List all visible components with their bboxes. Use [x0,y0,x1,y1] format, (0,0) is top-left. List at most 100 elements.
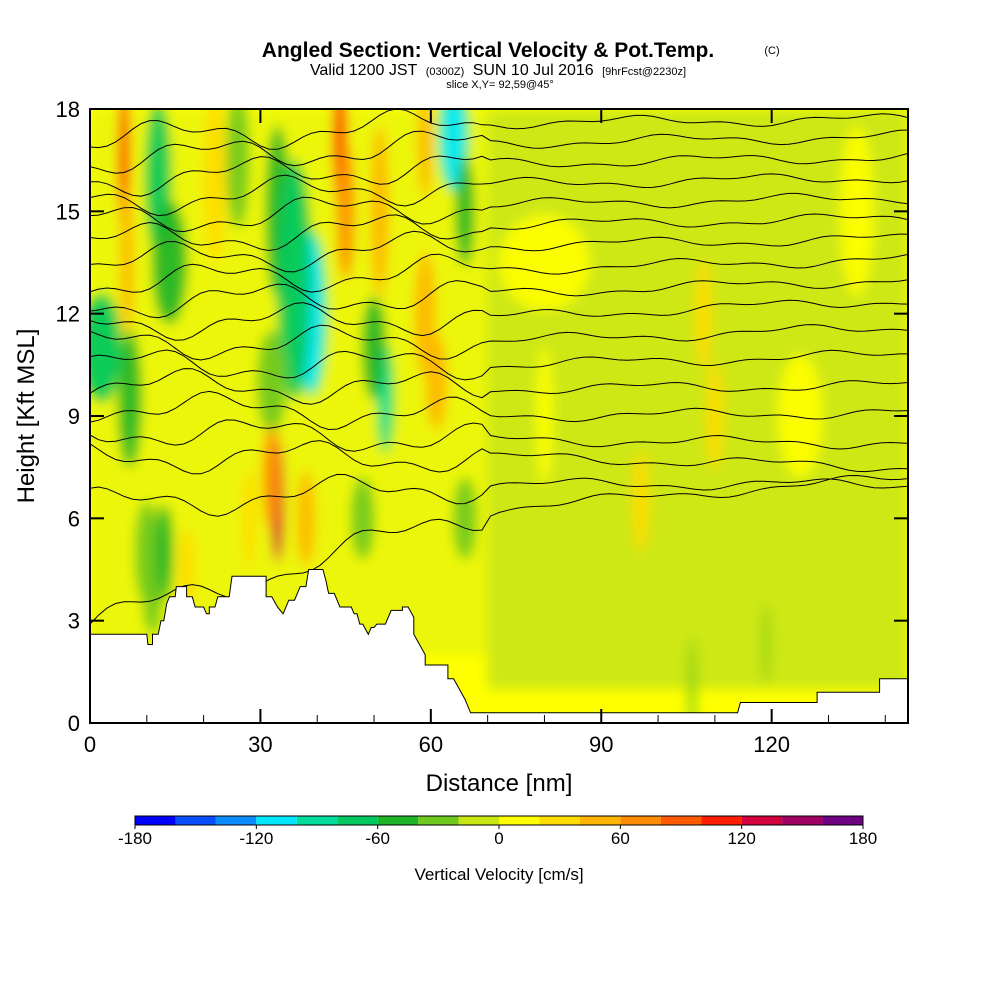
chart-title: Angled Section: Vertical Velocity & Pot.… [262,39,714,62]
velocity-cell [152,201,187,324]
theta-contour [90,299,908,341]
colorbar-tick-label: -180 [118,829,152,848]
velocity-cell [351,477,375,560]
theta-contour [90,419,908,452]
velocity-cell [453,477,477,560]
colorbar-swatch [337,816,378,825]
x-axis-label: Distance [nm] [426,770,573,797]
velocity-cell [242,467,256,570]
theta-contour [90,253,908,293]
plot-area [90,109,908,723]
y-axis: 0 3 6 9 12 15 18 [56,97,908,736]
theta-contour [90,152,908,197]
velocity-cell [371,126,389,297]
theta-contour [90,192,908,233]
velocity-cell [226,109,250,229]
colorbar-swatch [499,816,540,825]
chart-title-suffix: (C) [764,45,779,57]
theta-contour [90,324,908,361]
colorbar-tick-label: 120 [727,829,755,848]
theta-contour [90,129,908,174]
y-tick-label: 0 [68,711,80,736]
x-tick-label: 30 [248,732,272,757]
colorbar-swatch [256,816,297,825]
y-tick-label: 6 [68,506,80,531]
chart-subtitle: Valid 1200 JST (0300Z) SUN 10 Jul 2016 [… [310,62,686,79]
y-tick-label: 9 [68,404,80,429]
colorbar-swatch [215,816,257,825]
y-axis-label: Height [Kft MSL] [13,329,40,504]
colorbar-tick-label: -120 [239,829,273,848]
velocity-cell [120,187,134,338]
velocity-cell [154,504,173,601]
colorbar-swatch [822,816,863,825]
x-tick-label: 90 [589,732,613,757]
theta-contour [90,230,908,273]
colorbar-swatch [579,816,621,825]
velocity-base-region [487,109,908,689]
y-tick-label: 15 [56,199,80,224]
colorbar-swatch [175,816,216,825]
colorbar-swatch [135,816,176,825]
velocity-cell [535,347,553,485]
velocity-cell [263,426,281,529]
velocity-cell [499,214,590,311]
theta-contour [90,213,908,252]
velocity-cell [297,470,315,567]
velocity-cell [777,354,823,478]
velocity-cell [118,330,142,468]
velocity-cell [143,572,162,635]
velocity-cell [632,450,650,553]
colorbar-swatch [458,816,499,825]
colorbar-swatch [418,816,459,825]
colorbar-title: Vertical Velocity [cm/s] [414,865,583,884]
velocity-cell [426,334,447,430]
x-axis: 0 30 60 90 120 [84,109,886,757]
velocity-field [90,109,908,723]
colorbar-swatch [782,816,823,825]
velocity-cell [694,259,713,369]
terrain [90,569,908,723]
colorbar-tick-label: 180 [849,829,877,848]
colorbar-tick-label: 0 [494,829,503,848]
theta-contour [90,109,908,150]
x-tick-label: 0 [84,732,96,757]
velocity-cell [763,603,769,686]
theta-contour [90,390,908,431]
velocity-cell [418,109,432,198]
velocity-cell [839,126,874,297]
colorbar: -180 -120 -60 0 60 120 180 [118,815,877,848]
colorbar-swatch [660,816,702,825]
velocity-cell [90,293,122,403]
slice-label: slice X,Y= 92,59@45° [446,79,554,91]
velocity-cell [688,637,696,723]
velocity-cell [277,160,312,399]
velocity-cell [337,143,355,280]
subtitle-valid: Valid 1200 JST [310,62,418,79]
theta-contour [90,279,908,319]
theta-contour [90,349,908,381]
colorbar-swatch [377,816,419,825]
theta-contour [90,440,908,475]
colorbar-swatch [741,816,783,825]
velocity-cell [203,109,227,263]
colorbar-tick-label: 60 [611,829,630,848]
y-tick-label: 18 [56,97,80,122]
theta-contours [90,109,908,625]
colorbar-swatch [296,816,338,825]
velocity-cell [706,361,724,471]
theta-contour [90,173,908,217]
y-tick-label: 12 [56,302,80,327]
theta-contour [90,368,908,405]
colorbar-swatch [620,816,661,825]
subtitle-forecast: [9hrFcst@2230z] [602,66,686,78]
colorbar-swatch [701,816,742,825]
colorbar-swatch [539,816,580,825]
x-tick-label: 60 [419,732,443,757]
subtitle-date: SUN 10 Jul 2016 [473,62,594,79]
y-tick-label: 3 [68,609,80,634]
x-tick-label: 120 [753,732,790,757]
colorbar-tick-label: -60 [365,829,390,848]
subtitle-utc: (0300Z) [426,66,465,78]
